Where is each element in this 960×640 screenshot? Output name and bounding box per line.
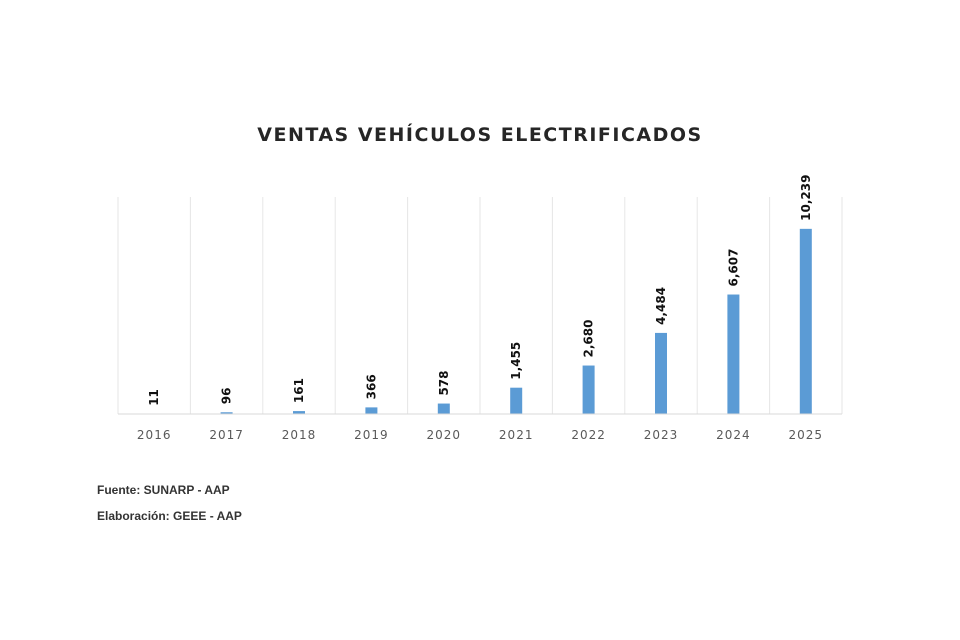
gridlines — [117, 197, 843, 414]
bar-2017 — [220, 412, 233, 414]
x-tick-2025: 2025 — [789, 428, 824, 442]
x-tick-2017: 2017 — [209, 428, 244, 442]
data-label-2022: 2,680 — [582, 320, 596, 358]
x-tick-2024: 2024 — [716, 428, 751, 442]
bar-2019 — [365, 407, 378, 414]
bar-2025 — [799, 228, 812, 414]
bar-2020 — [437, 403, 450, 414]
x-tick-2023: 2023 — [644, 428, 679, 442]
x-tick-2018: 2018 — [282, 428, 317, 442]
data-label-2017: 96 — [220, 388, 234, 405]
x-tick-2020: 2020 — [427, 428, 462, 442]
bar-2021 — [510, 387, 523, 414]
bar-2022 — [582, 365, 595, 414]
x-tick-2019: 2019 — [354, 428, 389, 442]
chart-title: VENTAS VEHÍCULOS ELECTRIFICADOS — [257, 123, 702, 146]
data-label-2016: 11 — [147, 389, 161, 406]
data-label-2018: 161 — [292, 378, 306, 403]
data-label-2021: 1,455 — [509, 342, 523, 380]
data-label-2025: 10,239 — [799, 175, 813, 221]
bars — [148, 228, 812, 415]
x-tick-2021: 2021 — [499, 428, 534, 442]
bar-2018 — [293, 411, 305, 414]
elaboration-note: Elaboración: GEEE - AAP — [97, 509, 242, 523]
source-note: Fuente: SUNARP - AAP — [97, 483, 230, 497]
x-tick-2016: 2016 — [137, 428, 172, 442]
data-label-2023: 4,484 — [654, 287, 668, 325]
data-label-2020: 578 — [437, 370, 451, 395]
data-label-2019: 366 — [364, 374, 378, 399]
x-axis-ticks: 2016 2017 2018 2019 2020 2021 2022 2023 2024 2025 — [137, 428, 824, 442]
data-labels: 11 96 161 366 578 1,455 2,680 4,484 6,607 10,239 — [147, 175, 813, 406]
data-label-2024: 6,607 — [726, 249, 740, 287]
bar-2023 — [655, 332, 667, 414]
bar-2024 — [727, 294, 740, 414]
x-tick-2022: 2022 — [571, 428, 606, 442]
